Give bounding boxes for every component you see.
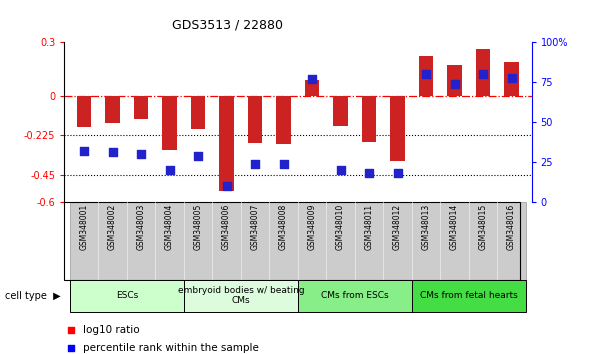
Bar (106, 96, 120, 123)
Bar (127, 202, 155, 280)
Text: CMs from fetal hearts: CMs from fetal hearts (420, 291, 518, 300)
Point (251, 161, 260, 166)
Bar (269, 202, 298, 280)
Point (507, 75, 516, 80)
Bar (134, 96, 148, 119)
Text: GSM348007: GSM348007 (251, 204, 260, 251)
Bar (326, 202, 355, 280)
Bar (213, 202, 241, 280)
Bar (505, 62, 519, 96)
Point (450, 81, 459, 87)
Bar (447, 65, 462, 96)
Bar (163, 96, 177, 150)
Text: GSM348006: GSM348006 (222, 204, 231, 251)
Point (108, 150, 117, 155)
Text: GSM348002: GSM348002 (108, 204, 117, 250)
Bar (441, 202, 469, 280)
Bar (98, 202, 127, 280)
Text: GSM348008: GSM348008 (279, 204, 288, 250)
Text: ESCs: ESCs (115, 291, 138, 300)
Point (136, 151, 146, 157)
Bar (155, 202, 184, 280)
Text: percentile rank within the sample: percentile rank within the sample (83, 343, 258, 353)
Point (421, 72, 431, 77)
Bar (70, 202, 98, 280)
Text: GSM348005: GSM348005 (194, 204, 203, 251)
Text: GSM348011: GSM348011 (365, 204, 373, 250)
Bar (77, 96, 91, 127)
Text: GSM348012: GSM348012 (393, 204, 402, 250)
Text: GSM348001: GSM348001 (79, 204, 89, 250)
Bar (298, 280, 412, 312)
Point (335, 167, 345, 173)
Point (66, 327, 76, 332)
Point (165, 167, 175, 173)
Text: GSM348013: GSM348013 (422, 204, 431, 250)
Bar (70, 280, 184, 312)
Text: GDS3513 / 22880: GDS3513 / 22880 (172, 19, 284, 32)
Text: cell type  ▶: cell type ▶ (5, 291, 61, 301)
Bar (469, 202, 497, 280)
Bar (305, 80, 319, 96)
Bar (334, 96, 348, 126)
Bar (298, 202, 326, 280)
Bar (476, 49, 490, 96)
Bar (191, 96, 205, 129)
Bar (277, 96, 291, 144)
Bar (241, 202, 269, 280)
Text: CMs from ESCs: CMs from ESCs (321, 291, 389, 300)
Text: log10 ratio: log10 ratio (83, 325, 139, 335)
Bar (497, 202, 526, 280)
Point (364, 170, 374, 176)
Point (193, 153, 203, 159)
Text: embryoid bodies w/ beating
CMs: embryoid bodies w/ beating CMs (178, 286, 304, 305)
Bar (390, 96, 404, 161)
Bar (412, 202, 441, 280)
Point (279, 161, 288, 166)
Bar (419, 56, 433, 96)
Bar (184, 202, 213, 280)
Point (222, 183, 232, 189)
Text: GSM348014: GSM348014 (450, 204, 459, 250)
Point (393, 170, 403, 176)
Bar (219, 96, 234, 191)
Bar (184, 280, 298, 312)
Text: GSM348015: GSM348015 (478, 204, 488, 250)
Point (307, 76, 317, 82)
Text: GSM348009: GSM348009 (307, 204, 316, 251)
Point (79, 148, 89, 154)
Text: GSM348010: GSM348010 (336, 204, 345, 250)
Point (478, 72, 488, 77)
Bar (383, 202, 412, 280)
Bar (355, 202, 383, 280)
Bar (248, 96, 262, 143)
Point (66, 345, 76, 350)
Bar (362, 96, 376, 143)
Bar (412, 280, 526, 312)
Text: GSM348004: GSM348004 (165, 204, 174, 251)
Text: GSM348016: GSM348016 (507, 204, 516, 250)
Text: GSM348003: GSM348003 (137, 204, 145, 251)
